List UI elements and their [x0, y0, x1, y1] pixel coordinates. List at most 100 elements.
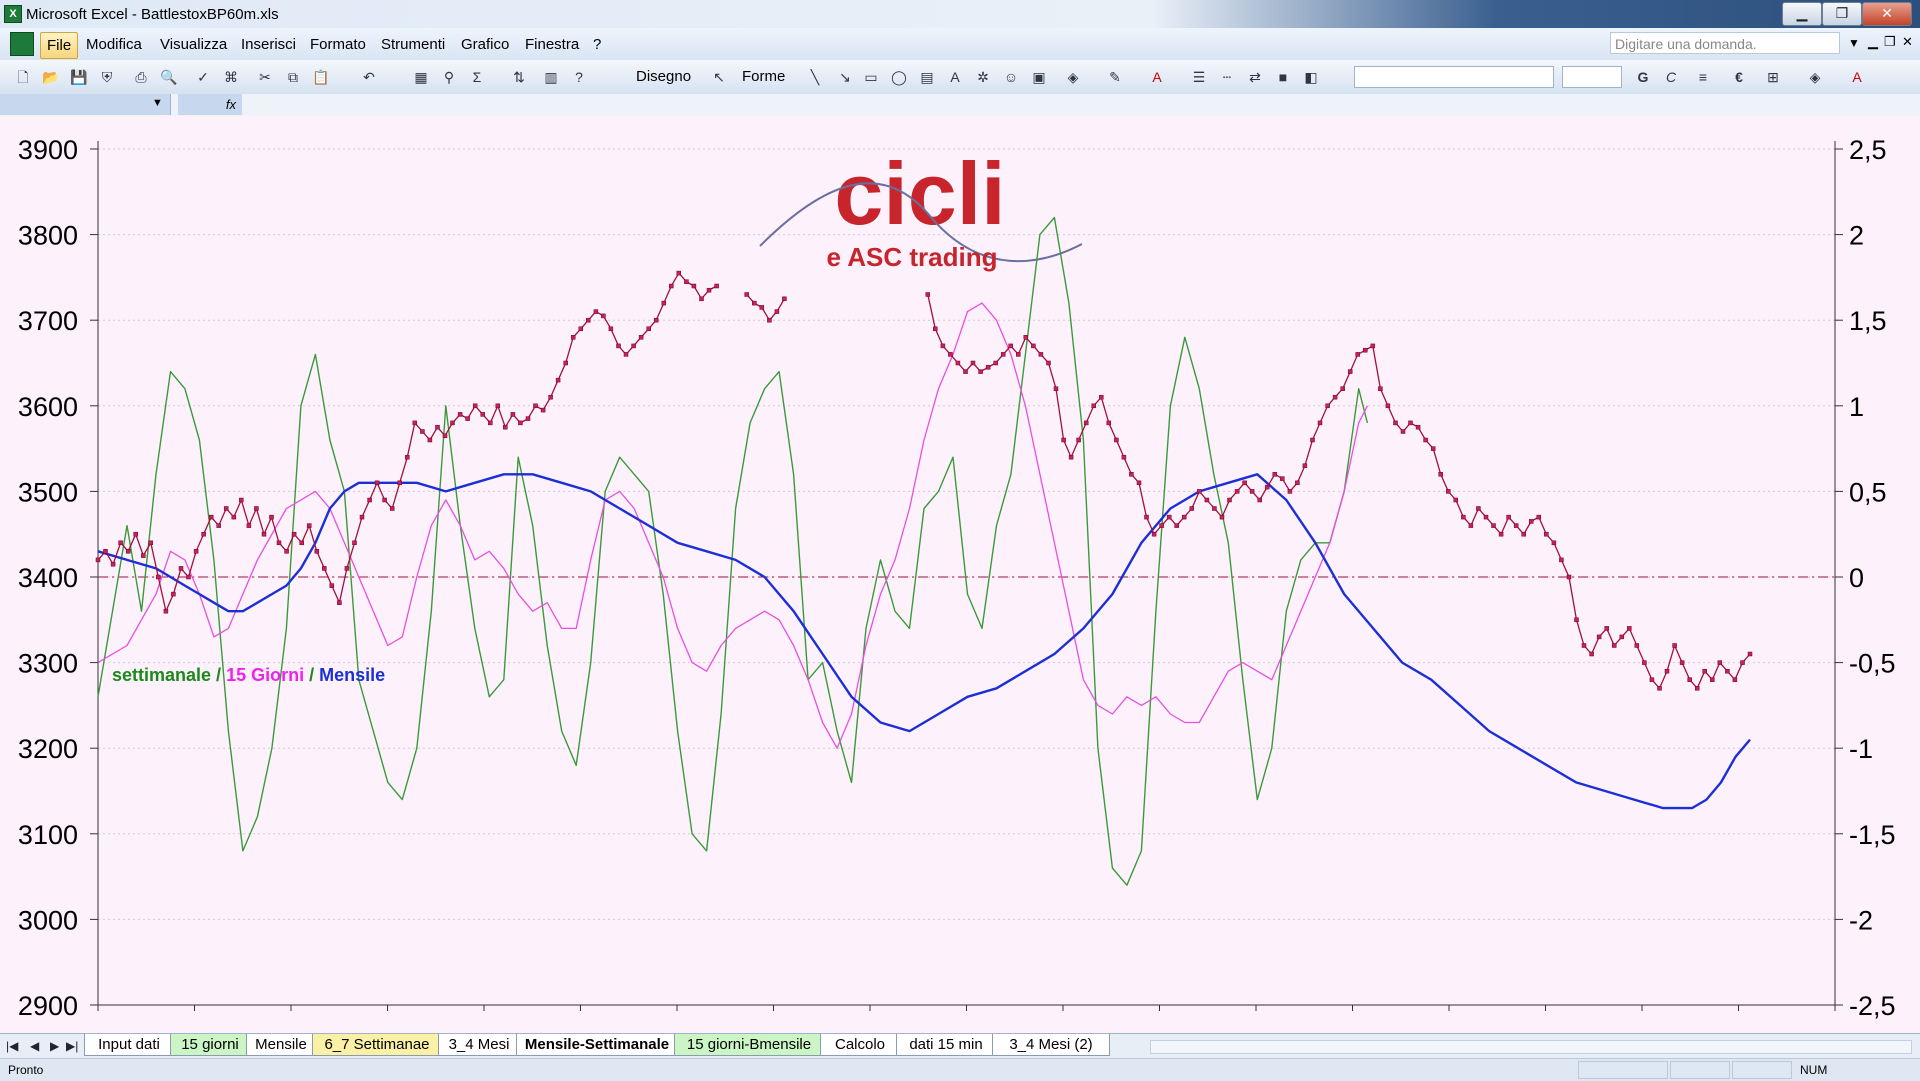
new-icon[interactable]: 🗋: [17, 69, 29, 85]
open-icon[interactable]: 📂: [42, 69, 60, 85]
menu-strumenti[interactable]: Strumenti: [381, 36, 446, 53]
sheet-tab[interactable]: Mensile: [246, 1034, 316, 1056]
last-sheet-button[interactable]: ▶|: [66, 1039, 79, 1053]
horizontal-scrollbar[interactable]: [1150, 1040, 1912, 1054]
font-color-icon[interactable]: A: [1152, 69, 1162, 85]
price-marker: [1498, 531, 1504, 537]
price-marker: [1574, 617, 1579, 623]
menu-file[interactable]: File: [40, 32, 79, 59]
oval-icon[interactable]: ◯: [891, 69, 907, 85]
select-pointer-icon[interactable]: ↖: [713, 69, 725, 85]
chart-area-icon[interactable]: ▦: [414, 69, 428, 85]
chart-area[interactable]: 3900 3800 3700 3600 3500 3400 3300 3200 3100 3000…: [0, 116, 1920, 1033]
menu-modifica[interactable]: Modifica: [86, 36, 142, 53]
sheet-tab[interactable]: 15 giorni-Bmensile: [674, 1034, 824, 1056]
workbook-icon[interactable]: [10, 32, 34, 56]
price-marker: [1212, 506, 1217, 511]
print-preview-icon[interactable]: 🔍: [160, 69, 178, 85]
print-icon[interactable]: ⎙: [135, 69, 147, 85]
price-marker: [95, 557, 101, 563]
line-style-icon[interactable]: ☰: [1192, 69, 1206, 85]
y2-tick-label: 1,5: [1849, 306, 1887, 336]
undo-icon[interactable]: ↶: [363, 69, 375, 85]
fill-color-icon[interactable]: ◈: [1067, 69, 1079, 85]
autosum-icon[interactable]: Σ: [472, 69, 482, 85]
borders-icon[interactable]: ⊞: [1767, 69, 1779, 85]
3d-icon[interactable]: ◧: [1304, 69, 1318, 85]
arrow-icon[interactable]: ↘: [839, 69, 851, 85]
minimize-button[interactable]: ▁: [1782, 2, 1822, 26]
prev-sheet-button[interactable]: ◀: [30, 1039, 40, 1053]
clipart-icon[interactable]: ☺: [1003, 69, 1019, 85]
shadow-icon[interactable]: ■: [1278, 69, 1288, 85]
restore-doc-icon[interactable]: ❐: [1884, 34, 1896, 49]
fx-button[interactable]: fx: [178, 94, 242, 115]
font-size-combo[interactable]: [1562, 66, 1622, 88]
textbox-icon[interactable]: ▤: [920, 69, 934, 85]
wordart-icon[interactable]: A: [950, 69, 960, 85]
chevron-down-icon[interactable]: ▼: [1848, 36, 1860, 50]
sheet-tab[interactable]: 3_4 Mesi (2): [992, 1034, 1110, 1056]
menu-inserisci[interactable]: Inserisci: [241, 36, 297, 53]
price-marker: [1679, 660, 1685, 665]
menu-visualizza[interactable]: Visualizza: [160, 36, 228, 53]
bold-button[interactable]: G: [1637, 69, 1649, 85]
next-sheet-button[interactable]: ▶: [50, 1039, 60, 1053]
menu-finestra[interactable]: Finestra: [525, 36, 580, 53]
align-icon[interactable]: ≡: [1698, 69, 1708, 85]
name-box[interactable]: ▼: [0, 94, 171, 115]
sheet-tab[interactable]: Calcolo: [820, 1034, 900, 1056]
help-icon[interactable]: ?: [575, 69, 583, 85]
y2-tick-label: 1: [1849, 392, 1864, 422]
sheet-tab[interactable]: Mensile-Settimanale: [516, 1034, 678, 1056]
rectangle-icon[interactable]: ▭: [864, 69, 878, 85]
line-icon[interactable]: ╲: [810, 69, 820, 85]
excel-app-icon[interactable]: X: [4, 5, 22, 23]
hyperlink-icon[interactable]: ⚲: [443, 69, 455, 85]
chevron-down-icon[interactable]: ▼: [152, 97, 163, 109]
picture-icon[interactable]: ▣: [1032, 69, 1046, 85]
save-icon[interactable]: 💾: [70, 69, 88, 85]
line-color-icon[interactable]: ✎: [1109, 69, 1121, 85]
sheet-tab[interactable]: Input dati: [84, 1034, 174, 1056]
arrow-style-icon[interactable]: ⇄: [1249, 69, 1261, 85]
sheet-tab[interactable]: 6_7 Settimanae: [312, 1034, 442, 1056]
forme-menu[interactable]: Forme: [742, 68, 786, 85]
dash-style-icon[interactable]: ┄: [1222, 69, 1232, 85]
disegno-menu[interactable]: Disegno: [636, 68, 692, 85]
text-color-icon[interactable]: A: [1852, 69, 1862, 85]
ask-question-input[interactable]: Digitare una domanda.: [1610, 32, 1840, 54]
fill-icon[interactable]: ◈: [1809, 69, 1821, 85]
price-marker: [1249, 489, 1255, 494]
sort-icon[interactable]: ⇅: [513, 69, 525, 85]
restore-button[interactable]: ❐: [1822, 2, 1862, 26]
sheet-tab[interactable]: dati 15 min: [896, 1034, 996, 1056]
spelling-icon[interactable]: ✓: [197, 69, 209, 85]
menu-formato[interactable]: Formato: [310, 36, 366, 53]
chart-svg[interactable]: 3900 3800 3700 3600 3500 3400 3300 3200 3100 3000…: [0, 116, 1920, 1033]
menu-grafico[interactable]: Grafico: [461, 36, 510, 53]
italic-button[interactable]: C: [1665, 69, 1677, 85]
sheet-tab[interactable]: 15 giorni: [170, 1034, 250, 1056]
sheet-tab[interactable]: 3_4 Mesi: [438, 1034, 520, 1056]
chart-wizard-icon[interactable]: ▥: [544, 69, 558, 85]
permission-icon[interactable]: ⛨: [101, 69, 113, 85]
copy-icon[interactable]: ⧉: [288, 69, 298, 85]
close-doc-icon[interactable]: ✕: [1902, 34, 1913, 49]
price-marker: [1000, 352, 1006, 357]
paste-icon[interactable]: 📋: [312, 69, 330, 85]
first-sheet-button[interactable]: |◀: [6, 1039, 19, 1053]
font-name-combo[interactable]: [1354, 66, 1554, 88]
euro-button[interactable]: €: [1735, 69, 1743, 85]
close-button[interactable]: ✕: [1862, 2, 1912, 26]
price-marker: [1031, 343, 1036, 349]
diagram-icon[interactable]: ✲: [977, 69, 989, 85]
price-marker: [1566, 574, 1572, 580]
price-marker: [1732, 677, 1738, 682]
minimize-doc-icon[interactable]: ▁: [1868, 34, 1878, 49]
cut-icon[interactable]: ✂: [259, 69, 271, 85]
price-marker: [1151, 531, 1157, 537]
price-marker: [993, 360, 998, 366]
research-icon[interactable]: ⌘: [224, 69, 238, 85]
menu-help[interactable]: ?: [593, 36, 602, 53]
